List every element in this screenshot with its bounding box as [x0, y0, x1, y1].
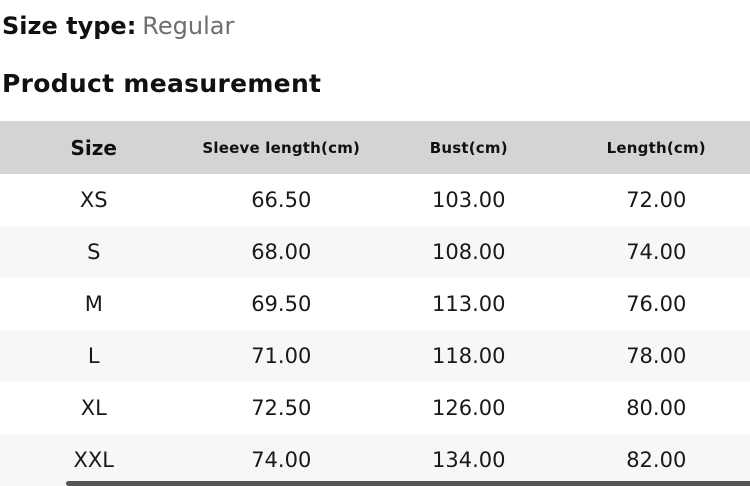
bust-cell: 108.00	[432, 240, 506, 264]
col-header-length: Length(cm)	[562, 121, 750, 174]
table-row: XS 66.50 103.00 72.00	[0, 174, 750, 226]
size-cell: S	[87, 240, 101, 264]
length-cell: 74.00	[626, 240, 687, 264]
bust-cell: 103.00	[432, 188, 506, 212]
size-cell: XL	[80, 396, 107, 420]
bust-cell: 118.00	[432, 344, 506, 368]
sleeve-length-cell: 69.50	[251, 292, 312, 316]
size-table-body: XS 66.50 103.00 72.00 S 68.00 108.00 74.…	[0, 174, 750, 486]
col-header-size: Size	[0, 121, 188, 174]
bust-cell: 134.00	[432, 448, 506, 472]
table-row: L 71.00 118.00 78.00	[0, 330, 750, 382]
size-cell: L	[87, 344, 100, 368]
size-type-value: Regular	[142, 12, 235, 40]
size-cell: M	[84, 292, 103, 316]
sleeve-length-cell: 71.00	[251, 344, 312, 368]
length-cell: 72.00	[626, 188, 687, 212]
table-row: XL 72.50 126.00 80.00	[0, 382, 750, 434]
size-type-label: Size type:	[2, 12, 137, 40]
length-cell: 82.00	[626, 448, 687, 472]
table-row: S 68.00 108.00 74.00	[0, 226, 750, 278]
sleeve-length-cell: 74.00	[251, 448, 312, 472]
sleeve-length-cell: 72.50	[251, 396, 312, 420]
table-header-row: Size Sleeve length(cm) Bust(cm) Length(c…	[0, 121, 750, 174]
length-cell: 76.00	[626, 292, 687, 316]
size-cell: XXL	[73, 448, 114, 472]
bust-cell: 113.00	[432, 292, 506, 316]
bust-cell: 126.00	[432, 396, 506, 420]
col-header-bust: Bust(cm)	[375, 121, 563, 174]
sleeve-length-cell: 68.00	[251, 240, 312, 264]
measurement-table: Size Sleeve length(cm) Bust(cm) Length(c…	[0, 121, 750, 486]
table-row: M 69.50 113.00 76.00	[0, 278, 750, 330]
measurement-table-container: Size Sleeve length(cm) Bust(cm) Length(c…	[0, 121, 750, 486]
length-cell: 78.00	[626, 344, 687, 368]
section-title: Product measurement	[2, 69, 322, 98]
sleeve-length-cell: 66.50	[251, 188, 312, 212]
col-header-sleeve-length: Sleeve length(cm)	[187, 121, 375, 174]
table-row: XXL 74.00 134.00 82.00	[0, 434, 750, 486]
horizontal-scrollbar-thumb[interactable]	[66, 481, 750, 486]
size-type-line: Size type: Regular	[0, 0, 750, 41]
size-cell: XS	[79, 188, 108, 212]
length-cell: 80.00	[626, 396, 687, 420]
